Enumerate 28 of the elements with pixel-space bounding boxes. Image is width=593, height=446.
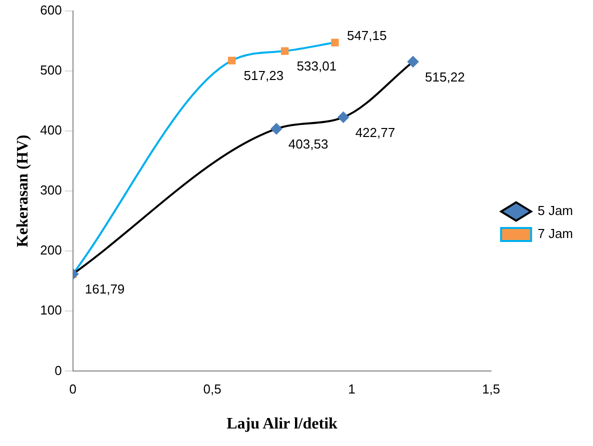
data-label: 517,23 — [244, 68, 284, 84]
data-label: 533,01 — [296, 58, 337, 74]
x-tick-label: 0 — [69, 382, 77, 397]
y-tick-label: 0 — [54, 362, 62, 378]
data-label: 515,22 — [425, 69, 465, 84]
data-label: 161,79 — [84, 282, 125, 297]
point — [280, 47, 289, 55]
y-tick-label: 600 — [40, 2, 62, 18]
y-tick-label: 300 — [40, 182, 62, 198]
legend-label: 5 Jam — [538, 203, 574, 218]
point — [228, 56, 236, 64]
point — [408, 56, 419, 68]
x-axis-title: Laju Alir l/detik — [226, 416, 338, 433]
data-label: 403,53 — [288, 136, 328, 152]
point — [270, 123, 282, 134]
x-tick-label: 1 — [348, 382, 356, 397]
point — [331, 38, 339, 46]
legend-label: 7 Jam — [538, 226, 574, 242]
point — [338, 112, 349, 123]
y-tick-label: 100 — [40, 302, 62, 318]
y-axis-title: Kekerasan (HV) — [14, 134, 32, 248]
y-tick-label: 500 — [40, 62, 62, 78]
x-tick-label: 1,5 — [482, 382, 500, 397]
y-tick-label: 200 — [40, 242, 62, 258]
data-label: 422,77 — [355, 124, 396, 140]
x-tick-label: 0,5 — [203, 382, 222, 397]
y-tick-label: 400 — [40, 122, 62, 138]
data-label: 547,15 — [346, 28, 387, 44]
